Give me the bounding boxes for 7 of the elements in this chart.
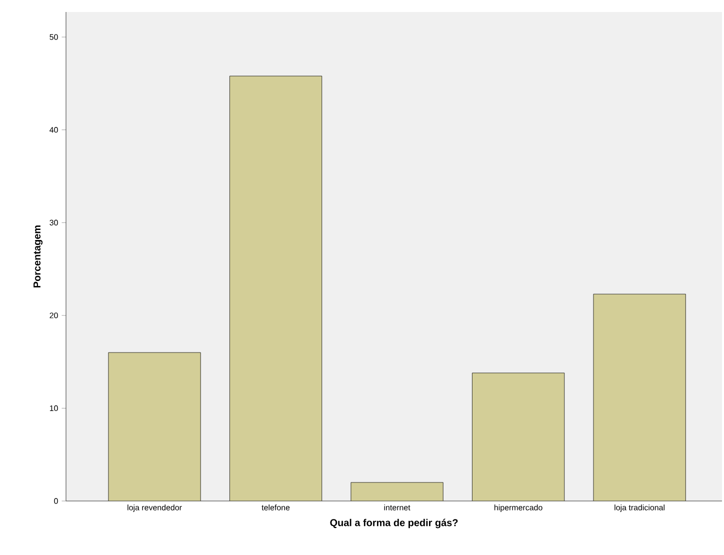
bar: [472, 372, 564, 501]
bar: [230, 76, 322, 501]
bar: [108, 352, 201, 501]
bar: [593, 294, 686, 501]
bar: [350, 482, 444, 501]
y-axis-title: Porcentagem: [34, 226, 43, 288]
x-axis-title: Qual a forma de pedir gás?: [330, 518, 458, 528]
